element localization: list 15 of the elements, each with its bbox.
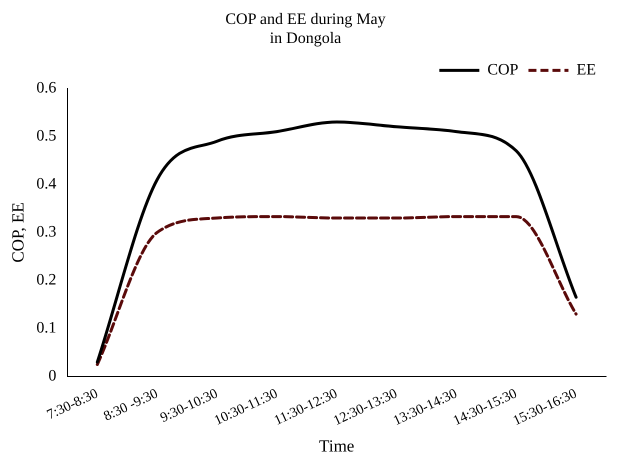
legend-label: COP bbox=[487, 62, 519, 79]
x-tick-label: 8:30 -9:30 bbox=[102, 386, 160, 425]
line-series bbox=[96, 215, 578, 366]
y-axis-title: COP, EE bbox=[8, 202, 28, 263]
y-tick-label: 0.6 bbox=[36, 80, 56, 97]
legend-label: EE bbox=[576, 62, 596, 79]
y-tick-label: 0 bbox=[48, 368, 56, 385]
line-series bbox=[96, 120, 578, 364]
y-tick-label: 0.4 bbox=[36, 176, 56, 193]
y-tick-label: 0.5 bbox=[36, 128, 56, 145]
y-tick-label: 0.1 bbox=[36, 320, 56, 337]
x-axis-title: Time bbox=[319, 436, 354, 456]
chart-title: COP and EE during May in Dongola bbox=[225, 10, 386, 48]
y-tick-label: 0.3 bbox=[36, 224, 56, 241]
y-tick-label: 0.2 bbox=[36, 272, 56, 289]
